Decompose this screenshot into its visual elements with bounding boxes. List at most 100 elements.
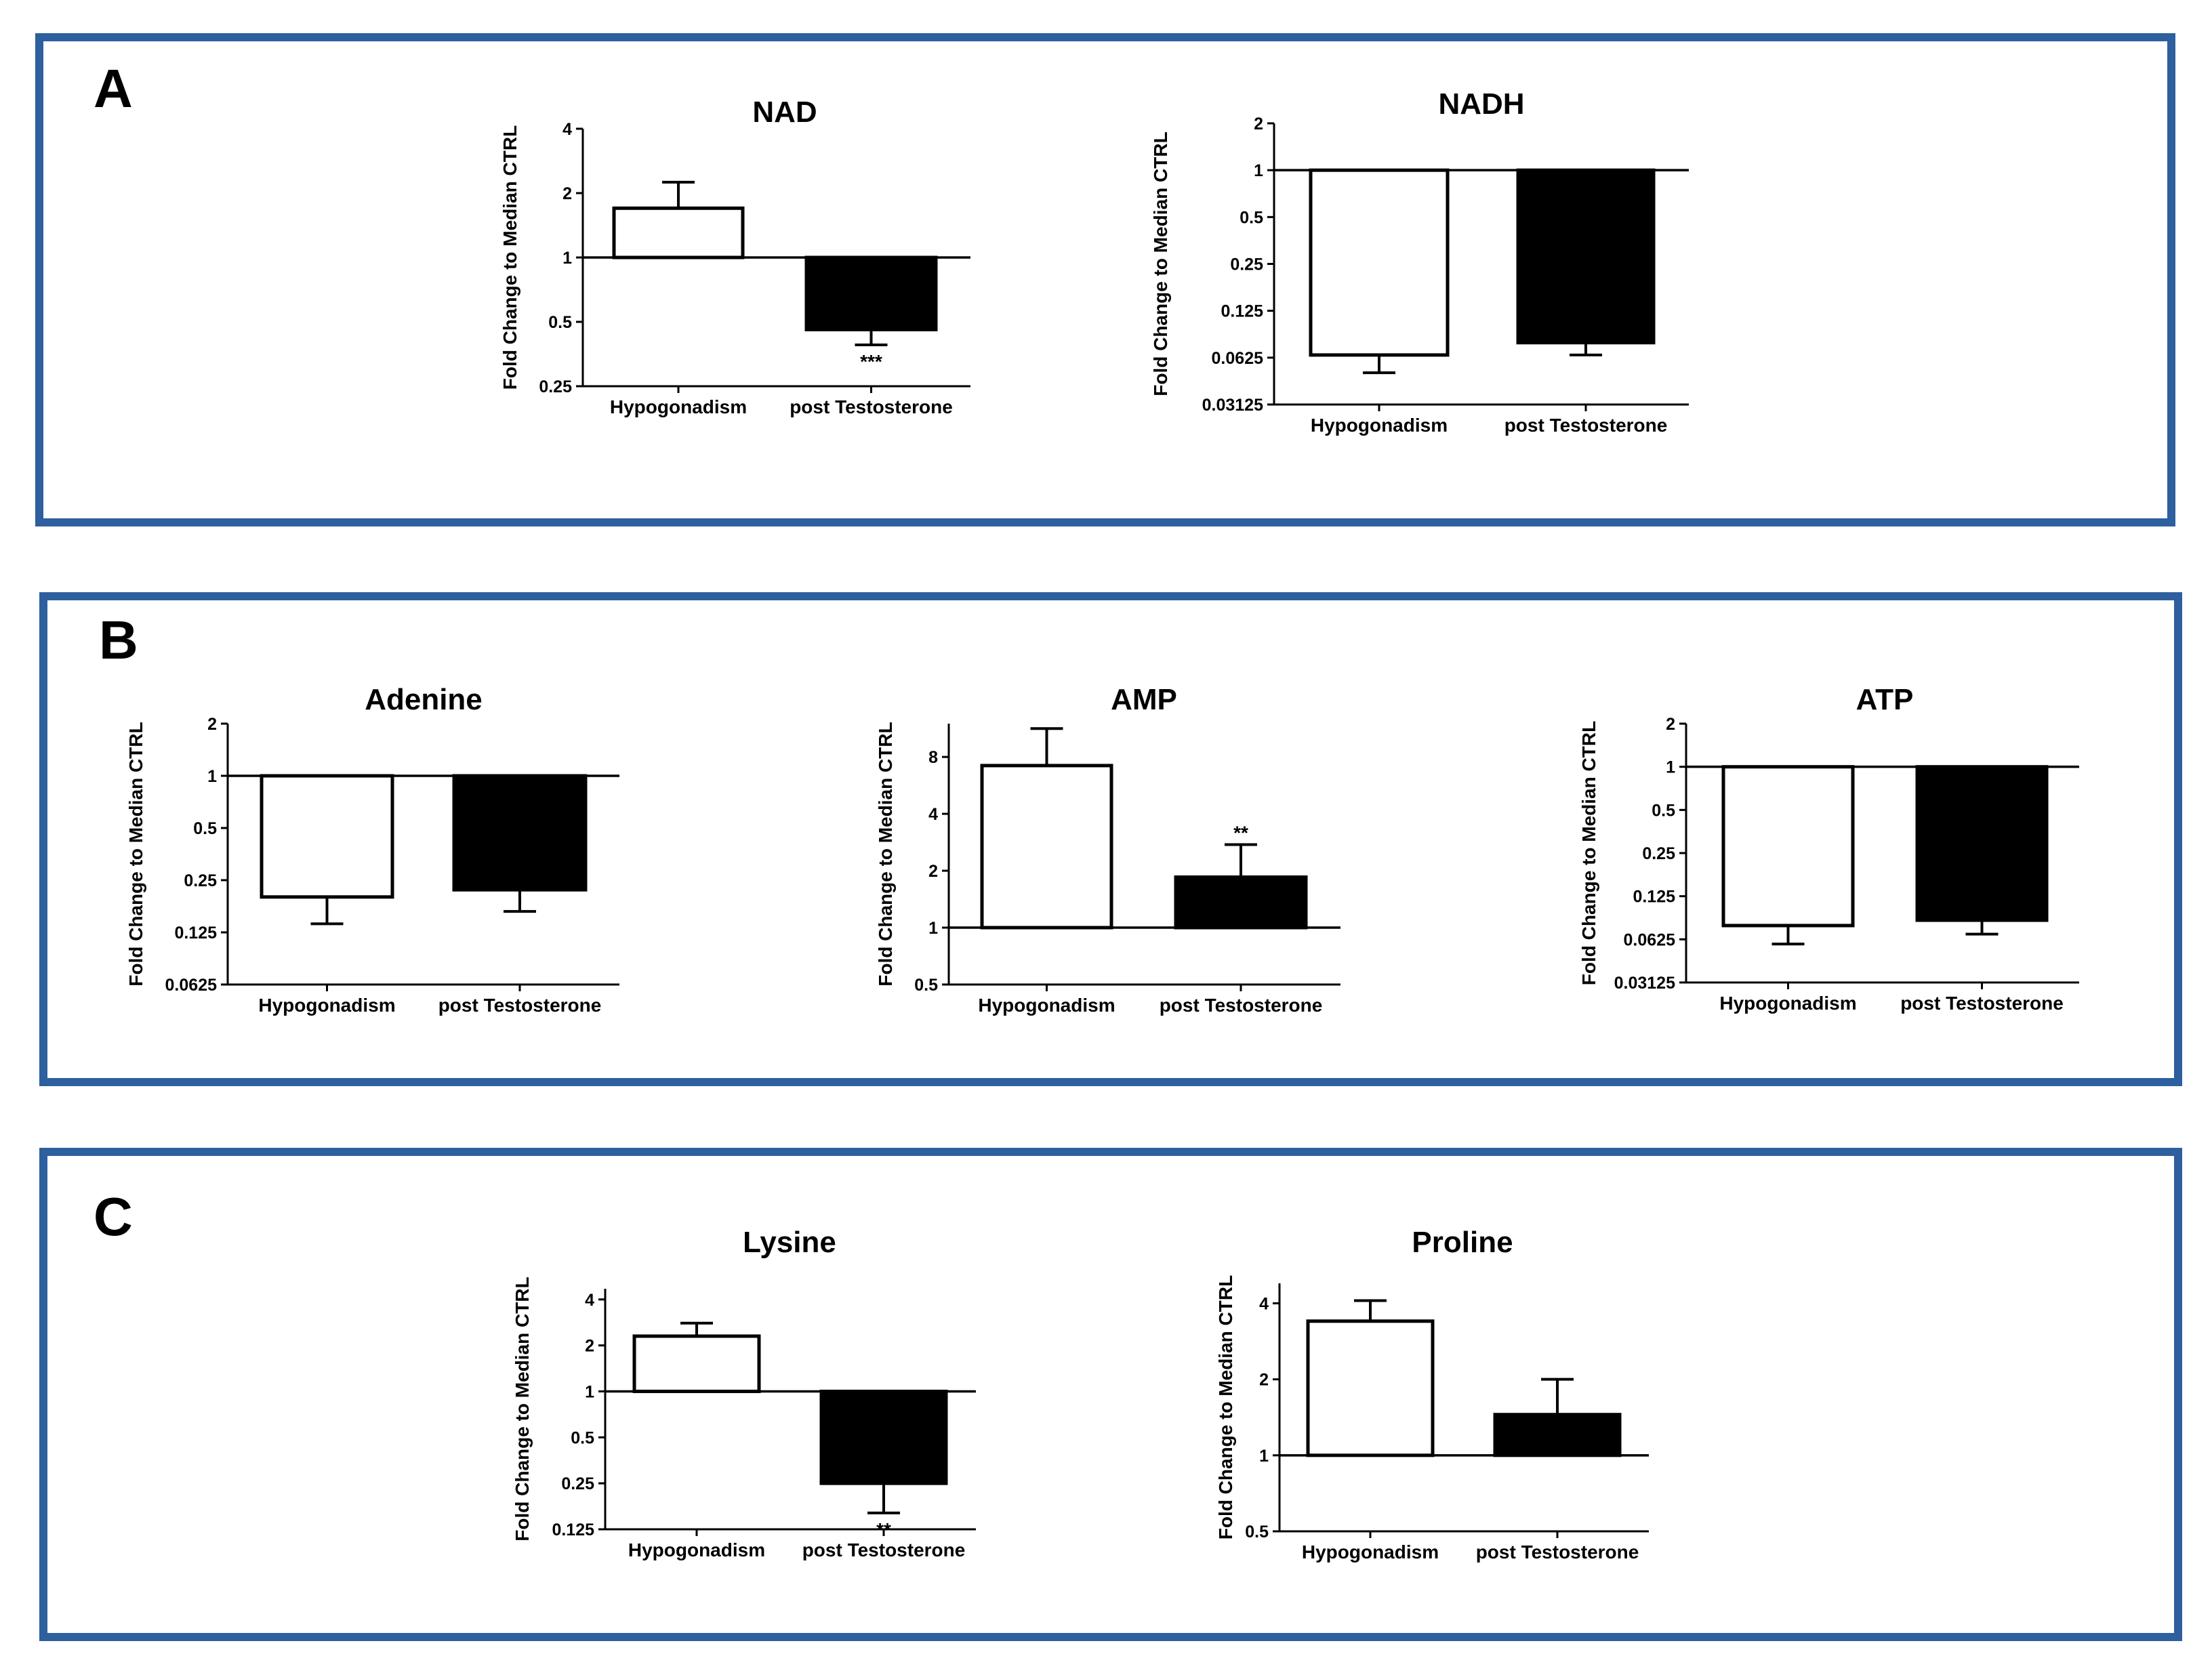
bar-hypogonadism <box>1309 168 1450 357</box>
x-category-label: Hypogonadism <box>978 995 1115 1016</box>
x-category-label: Hypogonadism <box>628 1539 765 1560</box>
y-tick-label: 2 <box>562 184 572 203</box>
panel-c-label: C <box>94 1186 133 1247</box>
x-category-label: post Testosterone <box>1900 993 2064 1014</box>
bar-post-testosterone <box>1174 875 1308 930</box>
x-category-label: Hypogonadism <box>1311 415 1448 436</box>
y-tick-label: 0.03125 <box>1202 396 1263 415</box>
y-tick-label: 0.5 <box>193 819 217 838</box>
x-category-label: post Testosterone <box>802 1539 966 1560</box>
significance-marker: ** <box>1233 822 1248 843</box>
y-tick-label: 0.0625 <box>165 976 218 995</box>
y-tick-label: 4 <box>928 805 938 824</box>
x-category-label: post Testosterone <box>1476 1541 1639 1562</box>
chart-nad: NAD Fold Change to Median CTRL 0.25 0.5 1 2 4 H… <box>499 96 970 417</box>
y-tick-label: 2 <box>928 862 938 881</box>
x-category-label: Hypogonadism <box>1302 1541 1439 1562</box>
panel-a-label: A <box>94 58 133 119</box>
bar-post-testosterone <box>819 1389 948 1485</box>
chart-proline: Proline Fold Change to Median CTRL 0.5 1 2 4 H… <box>1215 1226 1649 1562</box>
chart-title: Lysine <box>743 1226 836 1259</box>
bar-post-testosterone <box>1915 765 2049 922</box>
panel-b-label: B <box>99 610 138 670</box>
chart-adenine: Adenine Fold Change to Median CTRL 0.0625 0… <box>125 683 619 1016</box>
x-category-label: post Testosterone <box>438 995 602 1016</box>
bar-hypogonadism <box>612 206 745 260</box>
bar-post-testosterone <box>1493 1413 1622 1457</box>
x-category-label: Hypogonadism <box>1719 993 1856 1014</box>
y-tick-label: 0.125 <box>552 1520 594 1539</box>
y-tick-label: 0.5 <box>914 976 938 995</box>
y-axis-label: Fold Change to Median CTRL <box>125 722 146 986</box>
x-category-label: post Testosterone <box>1160 995 1323 1016</box>
x-category-label: Hypogonadism <box>610 396 747 417</box>
bar-hypogonadism <box>260 774 394 899</box>
y-tick-label: 2 <box>585 1337 594 1356</box>
y-tick-label: 0.125 <box>174 924 217 943</box>
y-axis-label: Fold Change to Median CTRL <box>512 1277 533 1541</box>
y-tick-label: 4 <box>1259 1295 1269 1314</box>
y-tick-label: 1 <box>1666 758 1675 777</box>
charts-layer: NAD Fold Change to Median CTRL 0.25 0.5 1 2 4 H… <box>125 87 2079 1562</box>
y-tick-label: 1 <box>207 767 217 786</box>
y-tick-label: 0.5 <box>571 1428 594 1447</box>
y-axis-label: Fold Change to Median CTRL <box>1150 131 1171 396</box>
y-tick-label: 1 <box>928 919 938 938</box>
x-category-label: post Testosterone <box>790 396 953 417</box>
y-tick-label: 0.25 <box>1642 844 1675 863</box>
chart-nadh: NADH Fold Change to Median CTRL 0.03125 0.0… <box>1150 87 1689 436</box>
chart-title: NADH <box>1438 87 1524 121</box>
y-tick-label: 1 <box>585 1382 594 1401</box>
panel-b-frame <box>39 592 2182 1086</box>
y-tick-label: 0.25 <box>539 377 572 396</box>
bar-hypogonadism <box>1721 765 1855 928</box>
x-category-label: Hypogonadism <box>258 995 395 1016</box>
y-tick-label: 2 <box>1259 1371 1269 1390</box>
y-tick-label: 0.5 <box>1245 1523 1269 1541</box>
panel-a-frame <box>35 33 2175 526</box>
y-tick-label: 4 <box>585 1291 594 1310</box>
x-category-label: post Testosterone <box>1504 415 1668 436</box>
y-tick-label: 0.25 <box>561 1474 594 1493</box>
y-axis-label: Fold Change to Median CTRL <box>875 722 896 986</box>
y-axis-label: Fold Change to Median CTRL <box>499 125 520 390</box>
y-tick-label: 0.03125 <box>1614 974 1675 993</box>
y-tick-label: 0.5 <box>1652 801 1675 820</box>
y-tick-label: 0.25 <box>184 871 217 890</box>
chart-amp: AMP Fold Change to Median CTRL 0.5 1 2 4 8 Hypo… <box>875 683 1340 1016</box>
y-tick-label: 0.0625 <box>1212 349 1264 368</box>
bar-post-testosterone <box>804 255 938 331</box>
y-tick-label: 1 <box>1254 161 1263 180</box>
panel-c-frame <box>39 1148 2182 1641</box>
significance-marker: ** <box>876 1519 891 1540</box>
chart-atp: ATP Fold Change to Median CTRL 0.03125 0.06… <box>1578 683 2079 1014</box>
y-tick-label: 8 <box>928 748 938 767</box>
y-tick-label: 2 <box>207 715 217 734</box>
y-axis-label: Fold Change to Median CTRL <box>1578 721 1599 985</box>
bar-post-testosterone <box>1516 168 1656 345</box>
chart-title: NAD <box>752 96 817 129</box>
chart-title: ATP <box>1856 683 1914 716</box>
y-tick-label: 0.5 <box>548 313 572 332</box>
significance-marker: *** <box>860 351 882 372</box>
bar-hypogonadism <box>632 1334 761 1393</box>
y-tick-label: 1 <box>1259 1447 1269 1466</box>
y-tick-label: 4 <box>562 120 572 139</box>
chart-title: Proline <box>1412 1226 1513 1259</box>
bar-hypogonadism <box>1306 1319 1435 1457</box>
y-tick-label: 0.5 <box>1240 208 1263 227</box>
bar-post-testosterone <box>452 774 588 892</box>
y-tick-label: 2 <box>1666 715 1675 734</box>
y-tick-label: 0.125 <box>1633 888 1675 907</box>
chart-lysine: Lysine Fold Change to Median CTRL 0.125 0.2… <box>512 1226 976 1560</box>
chart-title: AMP <box>1111 683 1177 716</box>
y-tick-label: 0.25 <box>1230 255 1263 274</box>
y-tick-label: 0.0625 <box>1624 930 1676 949</box>
bar-hypogonadism <box>980 764 1113 930</box>
y-tick-label: 0.125 <box>1221 302 1263 321</box>
y-tick-label: 1 <box>562 249 572 268</box>
y-tick-label: 2 <box>1254 115 1263 133</box>
chart-title: Adenine <box>365 683 483 716</box>
y-axis-label: Fold Change to Median CTRL <box>1215 1275 1236 1539</box>
